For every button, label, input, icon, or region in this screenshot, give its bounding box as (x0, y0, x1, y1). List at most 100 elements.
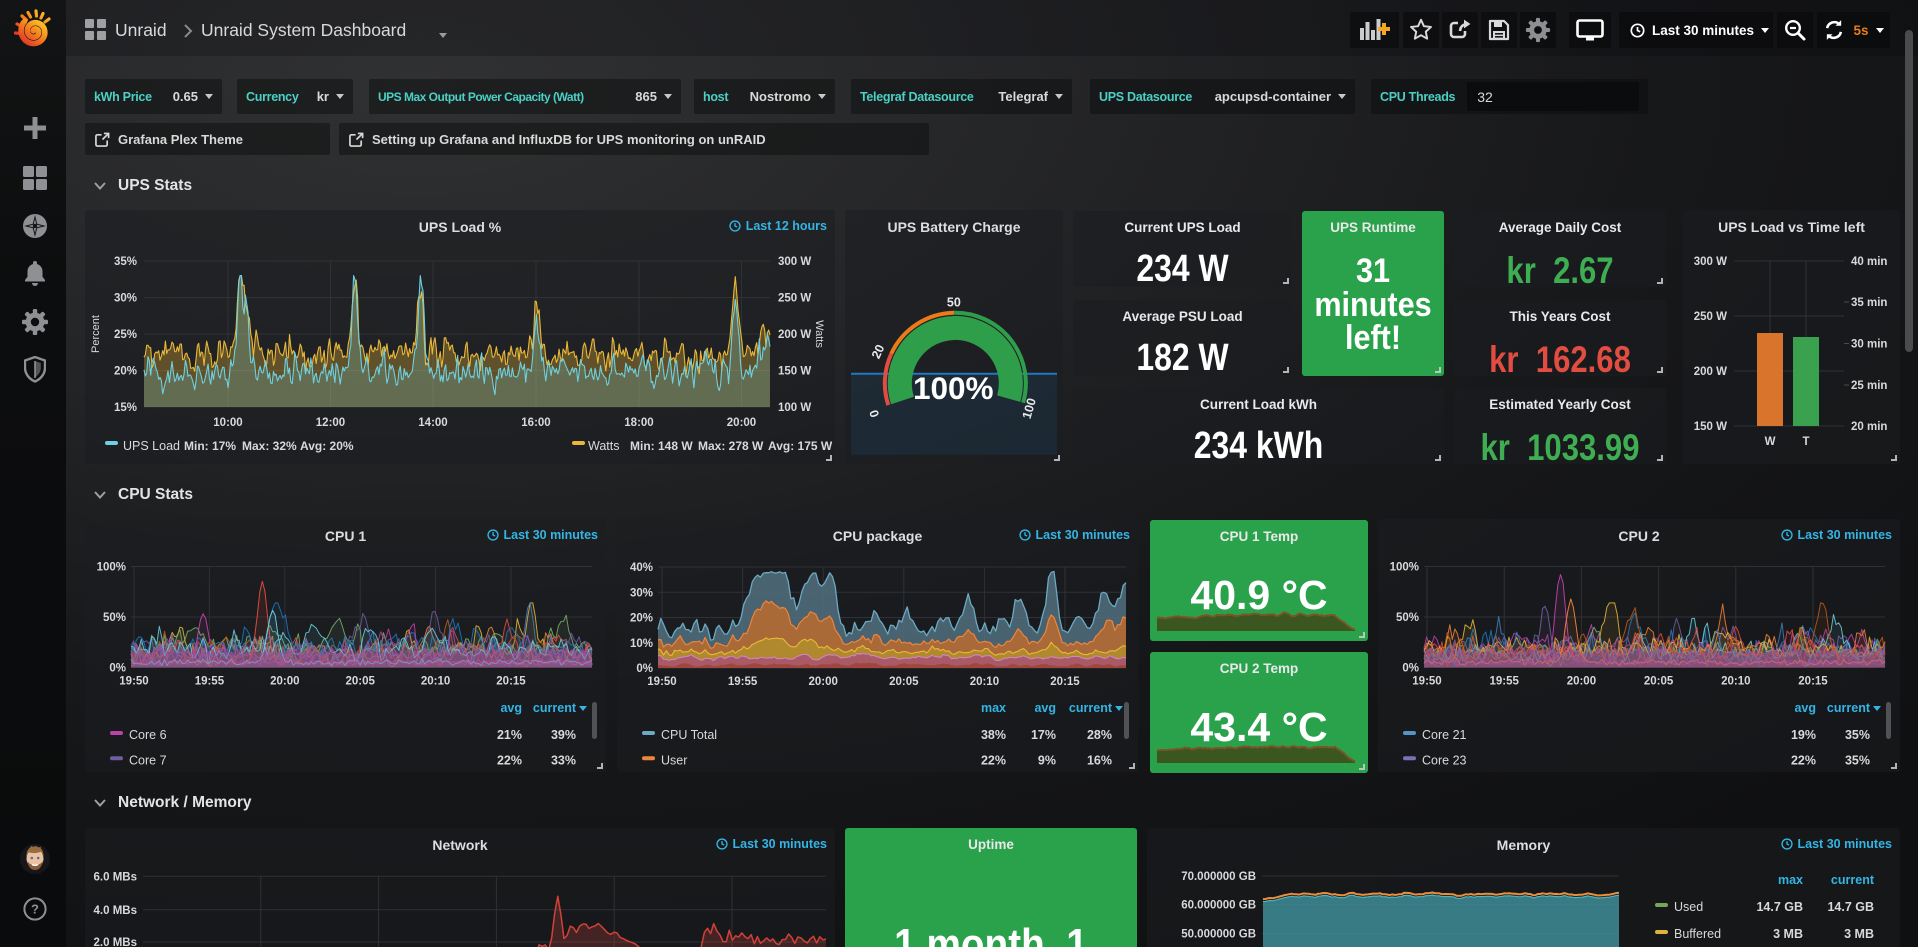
svg-text:19:55: 19:55 (195, 676, 225, 688)
svg-text:20: 20 (869, 342, 888, 361)
svg-text:60.000000 GB: 60.000000 GB (1181, 900, 1256, 912)
svg-text:100%: 100% (913, 370, 994, 406)
svg-text:17%: 17% (1031, 728, 1056, 742)
svg-text:250 W: 250 W (778, 293, 811, 305)
svg-text:W: W (1765, 436, 1776, 448)
svg-text:Watts: Watts (588, 439, 619, 453)
svg-text:100%: 100% (97, 562, 126, 574)
svg-text:6.0 MBs: 6.0 MBs (94, 871, 137, 883)
svg-text:4.0 MBs: 4.0 MBs (94, 905, 137, 917)
svg-text:20:10: 20:10 (1721, 676, 1750, 688)
svg-text:Min: 17%: Min: 17% (184, 439, 236, 453)
svg-text:40%: 40% (630, 562, 653, 574)
svg-text:avg: avg (500, 701, 522, 715)
svg-text:User: User (661, 753, 687, 767)
svg-text:200 W: 200 W (778, 329, 811, 341)
svg-text:0%: 0% (1402, 663, 1419, 675)
svg-text:Buffered: Buffered (1674, 927, 1721, 941)
svg-text:20:05: 20:05 (889, 676, 919, 688)
svg-text:20:05: 20:05 (1644, 676, 1674, 688)
svg-text:current: current (533, 701, 577, 715)
svg-text:max: max (1778, 873, 1803, 887)
svg-text:20:05: 20:05 (345, 676, 375, 688)
svg-text:0: 0 (867, 408, 882, 419)
svg-text:20:15: 20:15 (1798, 676, 1828, 688)
svg-text:UPS Load: UPS Load (123, 439, 180, 453)
svg-text:Watts: Watts (813, 320, 825, 348)
svg-text:max: max (981, 701, 1006, 715)
svg-text:50%: 50% (1396, 612, 1419, 624)
svg-text:30 min: 30 min (1851, 339, 1887, 351)
svg-text:19:55: 19:55 (728, 676, 758, 688)
svg-text:0%: 0% (636, 663, 653, 675)
svg-text:35 min: 35 min (1851, 297, 1887, 309)
svg-text:avg: avg (1794, 701, 1816, 715)
svg-text:35%: 35% (114, 256, 137, 268)
svg-text:50: 50 (947, 295, 961, 309)
svg-text:Min: 148 W: Min: 148 W (630, 439, 693, 453)
svg-text:100 W: 100 W (778, 402, 811, 414)
svg-text:35%: 35% (1845, 753, 1870, 767)
svg-text:Avg: 175 W: Avg: 175 W (768, 439, 833, 453)
svg-text:40 min: 40 min (1851, 256, 1887, 268)
svg-text:70.000000 GB: 70.000000 GB (1181, 871, 1256, 883)
svg-text:3 MB: 3 MB (1844, 927, 1874, 941)
svg-text:100%: 100% (1390, 562, 1419, 574)
svg-text:Core 23: Core 23 (1422, 753, 1467, 767)
svg-text:300 W: 300 W (1694, 256, 1727, 268)
svg-text:16:00: 16:00 (521, 417, 550, 429)
svg-text:39%: 39% (551, 728, 576, 742)
svg-text:14:00: 14:00 (418, 417, 447, 429)
svg-text:20:10: 20:10 (970, 676, 999, 688)
svg-text:150 W: 150 W (1694, 421, 1727, 433)
svg-text:25%: 25% (114, 329, 137, 341)
svg-text:28%: 28% (1087, 728, 1112, 742)
svg-text:Core 21: Core 21 (1422, 728, 1467, 742)
svg-text:20%: 20% (630, 613, 653, 625)
svg-text:200 W: 200 W (1694, 366, 1727, 378)
svg-text:Max: 32%: Max: 32% (242, 439, 297, 453)
svg-text:100: 100 (1020, 397, 1039, 421)
svg-text:14.7 GB: 14.7 GB (1827, 900, 1874, 914)
svg-text:Used: Used (1674, 900, 1703, 914)
svg-text:50%: 50% (103, 612, 126, 624)
svg-text:25 min: 25 min (1851, 380, 1887, 392)
svg-text:150 W: 150 W (778, 366, 811, 378)
svg-text:CPU Total: CPU Total (661, 728, 717, 742)
svg-text:20:10: 20:10 (421, 676, 450, 688)
svg-text:20:15: 20:15 (496, 676, 526, 688)
svg-text:current: current (1827, 701, 1871, 715)
svg-text:19:50: 19:50 (647, 676, 676, 688)
svg-text:current: current (1831, 873, 1875, 887)
svg-text:14.7 GB: 14.7 GB (1756, 900, 1803, 914)
svg-text:19:55: 19:55 (1489, 676, 1519, 688)
svg-text:20:15: 20:15 (1050, 676, 1080, 688)
svg-text:22%: 22% (1791, 753, 1816, 767)
svg-text:33%: 33% (551, 753, 576, 767)
svg-text:300 W: 300 W (778, 256, 811, 268)
svg-text:35%: 35% (1845, 728, 1870, 742)
svg-text:19%: 19% (1791, 728, 1816, 742)
svg-text:19:50: 19:50 (1412, 676, 1441, 688)
svg-text:Max: 278 W: Max: 278 W (698, 439, 764, 453)
svg-text:20 min: 20 min (1851, 421, 1887, 433)
svg-text:T: T (1802, 436, 1809, 448)
svg-text:22%: 22% (497, 753, 522, 767)
svg-text:20:00: 20:00 (727, 417, 756, 429)
svg-text:20%: 20% (114, 366, 137, 378)
svg-text:Avg: 20%: Avg: 20% (300, 439, 354, 453)
svg-text:10%: 10% (630, 638, 653, 650)
svg-text:30%: 30% (114, 293, 137, 305)
svg-text:20:00: 20:00 (808, 676, 837, 688)
svg-text:22%: 22% (981, 753, 1006, 767)
svg-text:10:00: 10:00 (213, 417, 242, 429)
svg-text:Percent: Percent (90, 315, 102, 353)
svg-text:50.000000 GB: 50.000000 GB (1181, 929, 1256, 941)
svg-text:19:50: 19:50 (119, 676, 148, 688)
svg-text:250 W: 250 W (1694, 311, 1727, 323)
svg-text:Core 7: Core 7 (129, 753, 167, 767)
svg-text:38%: 38% (981, 728, 1006, 742)
svg-text:3 MB: 3 MB (1773, 927, 1803, 941)
svg-text:0%: 0% (109, 663, 126, 675)
svg-text:Core 6: Core 6 (129, 728, 167, 742)
